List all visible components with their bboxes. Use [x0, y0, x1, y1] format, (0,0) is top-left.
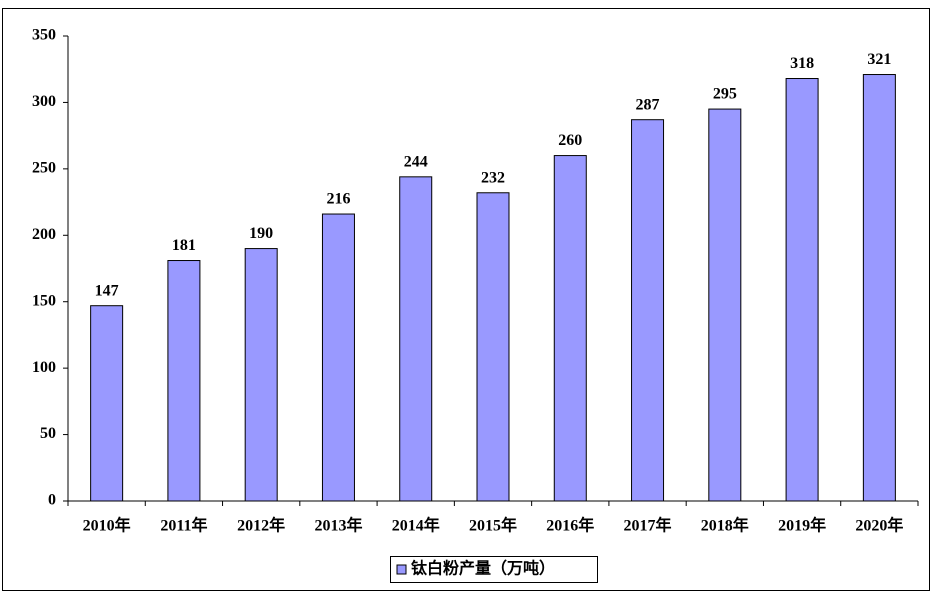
legend-box: [390, 556, 598, 583]
x-tick-label: 2011年: [160, 516, 207, 535]
data-label: 232: [481, 169, 505, 186]
chart-border: [2, 8, 930, 591]
data-label: 287: [636, 96, 660, 113]
x-tick-label: 2012年: [237, 516, 285, 535]
bar: [321, 213, 355, 502]
bar: [476, 192, 510, 502]
data-label: 147: [95, 282, 119, 299]
x-tick-label: 2010年: [83, 516, 131, 535]
x-tick-label: 2020年: [855, 516, 903, 535]
bar: [244, 248, 278, 502]
legend-swatch: [396, 564, 407, 575]
data-label: 295: [713, 86, 737, 103]
data-label: 244: [404, 154, 428, 171]
y-tick-label: 50: [40, 425, 56, 442]
bar: [399, 176, 433, 502]
y-tick-label: 100: [32, 359, 56, 376]
y-tick-label: 0: [48, 492, 56, 509]
bar: [90, 305, 124, 502]
y-tick-label: 350: [32, 27, 56, 44]
x-tick-label: 2014年: [392, 516, 440, 535]
legend-label: 钛白粉产量（万吨）: [411, 559, 555, 578]
x-tick-label: 2017年: [624, 516, 672, 535]
y-tick-label: 250: [32, 160, 56, 177]
data-label: 318: [790, 55, 814, 72]
bar: [785, 78, 819, 502]
x-tick-label: 2018年: [701, 516, 749, 535]
bar: [862, 74, 896, 502]
x-tick-label: 2016年: [546, 516, 594, 535]
bar: [167, 260, 201, 502]
bar: [631, 119, 665, 502]
x-tick-label: 2019年: [778, 516, 826, 535]
x-tick-label: 2015年: [469, 516, 517, 535]
data-label: 190: [249, 225, 273, 242]
x-tick-label: 2013年: [314, 516, 362, 535]
data-label: 181: [172, 237, 196, 254]
bar: [708, 108, 742, 502]
y-tick-label: 300: [32, 93, 56, 110]
data-label: 321: [867, 51, 891, 68]
bar: [553, 155, 587, 502]
data-label: 216: [326, 191, 350, 208]
y-tick-label: 200: [32, 226, 56, 243]
y-tick-label: 150: [32, 292, 56, 309]
data-label: 260: [558, 132, 582, 149]
